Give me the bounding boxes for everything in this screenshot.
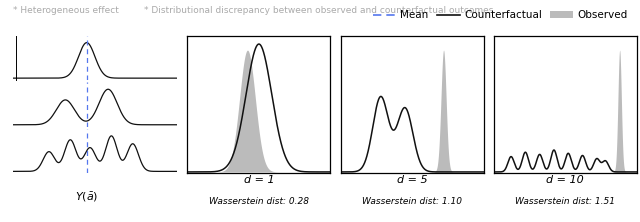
Text: d = 10: d = 10 (547, 174, 584, 184)
Text: d = 5: d = 5 (397, 174, 428, 184)
Text: Wasserstein dist: 1.10: Wasserstein dist: 1.10 (362, 196, 462, 206)
Text: * Heterogeneous effect: * Heterogeneous effect (13, 6, 118, 15)
Text: Wasserstein dist: 0.28: Wasserstein dist: 0.28 (209, 196, 309, 206)
Text: Wasserstein dist: 1.51: Wasserstein dist: 1.51 (515, 196, 616, 206)
Legend: Mean, Counterfactual, Observed: Mean, Counterfactual, Observed (369, 6, 632, 25)
Text: * Distributional discrepancy between observed and counterfactual outcomes: * Distributional discrepancy between obs… (144, 6, 493, 15)
Text: d = 1: d = 1 (244, 174, 274, 184)
Text: $Y(\bar{a})$: $Y(\bar{a})$ (75, 191, 99, 204)
